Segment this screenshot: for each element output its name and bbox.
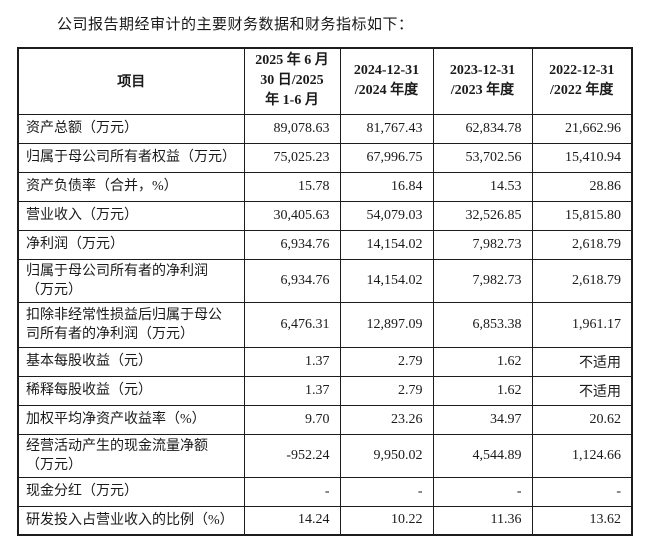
cell-value: 2.79 xyxy=(339,346,434,377)
cell-value: 6,934.76 xyxy=(243,258,341,303)
cell-value: 14.24 xyxy=(243,505,341,536)
row-label: 基本每股收益（元） xyxy=(17,346,245,377)
row-label: 经营活动产生的现金流量净额 （万元） xyxy=(17,433,245,478)
cell-value: 2,618.79 xyxy=(531,258,633,303)
row-label: 资产总额（万元） xyxy=(17,113,245,144)
cell-value: 1,124.66 xyxy=(531,433,633,478)
table-row-revenue: 营业收入（万元） 30,405.63 54,079.03 32,526.85 1… xyxy=(17,200,633,231)
cell-value: 6,476.31 xyxy=(243,301,341,348)
cell-value: 9.70 xyxy=(243,404,341,435)
cell-value: 1.37 xyxy=(243,375,341,406)
cell-value: 14.53 xyxy=(432,171,533,202)
row-label: 加权平均净资产收益率（%） xyxy=(17,404,245,435)
cell-value: 7,982.73 xyxy=(432,229,533,260)
cell-value: 不适用 xyxy=(531,346,633,377)
cell-value: 28.86 xyxy=(531,171,633,202)
row-label: 归属于母公司所有者权益（万元） xyxy=(17,142,245,173)
row-label: 研发投入占营业收入的比例（%） xyxy=(17,505,245,536)
cell-value: 6,934.76 xyxy=(243,229,341,260)
row-label: 营业收入（万元） xyxy=(17,200,245,231)
table-row-total-assets: 资产总额（万元） 89,078.63 81,767.43 62,834.78 2… xyxy=(17,113,633,144)
page-title: 公司报告期经审计的主要财务数据和财务指标如下： xyxy=(57,17,414,33)
cell-value: 1,961.17 xyxy=(531,301,633,348)
cell-value: 62,834.78 xyxy=(432,113,533,144)
cell-value: 23.26 xyxy=(339,404,434,435)
header-line: 2022-12-31 xyxy=(549,63,615,79)
cell-value: 2.79 xyxy=(339,375,434,406)
table-row-debt-ratio: 资产负债率（合并，%） 15.78 16.84 14.53 28.86 xyxy=(17,171,633,202)
header-period-2022: 2022-12-31 /2022 年度 xyxy=(531,47,633,115)
table-row-weighted-roe: 加权平均净资产收益率（%） 9.70 23.26 34.97 20.62 xyxy=(17,404,633,435)
table-row-rd-ratio: 研发投入占营业收入的比例（%） 14.24 10.22 11.36 13.62 xyxy=(17,505,633,536)
row-label: 归属于母公司所有者的净利润 （万元） xyxy=(17,258,245,303)
table-row-basic-eps: 基本每股收益（元） 1.37 2.79 1.62 不适用 xyxy=(17,346,633,377)
table-header-row: 项目 2025 年 6 月 30 日/2025 年 1-6 月 2024-12-… xyxy=(17,47,633,115)
table-row-net-profit: 净利润（万元） 6,934.76 14,154.02 7,982.73 2,61… xyxy=(17,229,633,260)
cell-value: 34.97 xyxy=(432,404,533,435)
cell-value: 6,853.38 xyxy=(432,301,533,348)
row-label: 资产负债率（合并，%） xyxy=(17,171,245,202)
header-line: /2022 年度 xyxy=(550,83,614,99)
cell-value: - xyxy=(243,476,341,507)
table-row-parent-equity: 归属于母公司所有者权益（万元） 75,025.23 67,996.75 53,7… xyxy=(17,142,633,173)
cell-value: 9,950.02 xyxy=(339,433,434,478)
header-line: 2025 年 6 月 xyxy=(255,53,329,69)
cell-value: 15,410.94 xyxy=(531,142,633,173)
cell-value: 2,618.79 xyxy=(531,229,633,260)
header-line: 年 1-6 月 xyxy=(265,93,319,109)
cell-value: 32,526.85 xyxy=(432,200,533,231)
cell-value: -952.24 xyxy=(243,433,341,478)
header-period-2024: 2024-12-31 /2024 年度 xyxy=(339,47,434,115)
table-row-parent-net-profit: 归属于母公司所有者的净利润 （万元） 6,934.76 14,154.02 7,… xyxy=(17,258,633,303)
financial-table: 项目 2025 年 6 月 30 日/2025 年 1-6 月 2024-12-… xyxy=(17,47,633,536)
cell-value: 7,982.73 xyxy=(432,258,533,303)
cell-value: 1.62 xyxy=(432,375,533,406)
cell-value: - xyxy=(432,476,533,507)
cell-value: - xyxy=(339,476,434,507)
cell-value: 12,897.09 xyxy=(339,301,434,348)
cell-value: 11.36 xyxy=(432,505,533,536)
cell-value: 21,662.96 xyxy=(531,113,633,144)
cell-value: 67,996.75 xyxy=(339,142,434,173)
cell-value: 4,544.89 xyxy=(432,433,533,478)
cell-value: 16.84 xyxy=(339,171,434,202)
table-row-diluted-eps: 稀释每股收益（元） 1.37 2.79 1.62 不适用 xyxy=(17,375,633,406)
header-period-2025: 2025 年 6 月 30 日/2025 年 1-6 月 xyxy=(243,47,341,115)
header-line: 2024-12-31 xyxy=(353,63,420,79)
cell-value: 1.37 xyxy=(243,346,341,377)
row-label: 净利润（万元） xyxy=(17,229,245,260)
header-line: 2023-12-31 xyxy=(449,63,516,79)
table-row-operating-cash-flow: 经营活动产生的现金流量净额 （万元） -952.24 9,950.02 4,54… xyxy=(17,433,633,478)
cell-value: - xyxy=(531,476,633,507)
header-line: 30 日/2025 xyxy=(260,73,324,89)
row-label: 扣除非经常性损益后归属于母公 司所有者的净利润（万元） xyxy=(17,301,245,348)
row-label: 现金分红（万元） xyxy=(17,476,245,507)
row-label: 稀释每股收益（元） xyxy=(17,375,245,406)
cell-value: 89,078.63 xyxy=(243,113,341,144)
cell-value: 14,154.02 xyxy=(339,229,434,260)
cell-value: 不适用 xyxy=(531,375,633,406)
cell-value: 20.62 xyxy=(531,404,633,435)
header-line: /2024 年度 xyxy=(354,83,419,99)
cell-value: 15,815.80 xyxy=(531,200,633,231)
cell-value: 15.78 xyxy=(243,171,341,202)
cell-value: 75,025.23 xyxy=(243,142,341,173)
cell-value: 10.22 xyxy=(339,505,434,536)
cell-value: 1.62 xyxy=(432,346,533,377)
cell-value: 53,702.56 xyxy=(432,142,533,173)
cell-value: 30,405.63 xyxy=(243,200,341,231)
header-item-column: 项目 xyxy=(17,47,245,115)
header-period-2023: 2023-12-31 /2023 年度 xyxy=(432,47,533,115)
header-line: /2023 年度 xyxy=(450,83,515,99)
table-row-cash-dividend: 现金分红（万元） - - - - xyxy=(17,476,633,507)
cell-value: 54,079.03 xyxy=(339,200,434,231)
table-row-deducted-net-profit: 扣除非经常性损益后归属于母公 司所有者的净利润（万元） 6,476.31 12,… xyxy=(17,301,633,348)
cell-value: 81,767.43 xyxy=(339,113,434,144)
cell-value: 14,154.02 xyxy=(339,258,434,303)
cell-value: 13.62 xyxy=(531,505,633,536)
